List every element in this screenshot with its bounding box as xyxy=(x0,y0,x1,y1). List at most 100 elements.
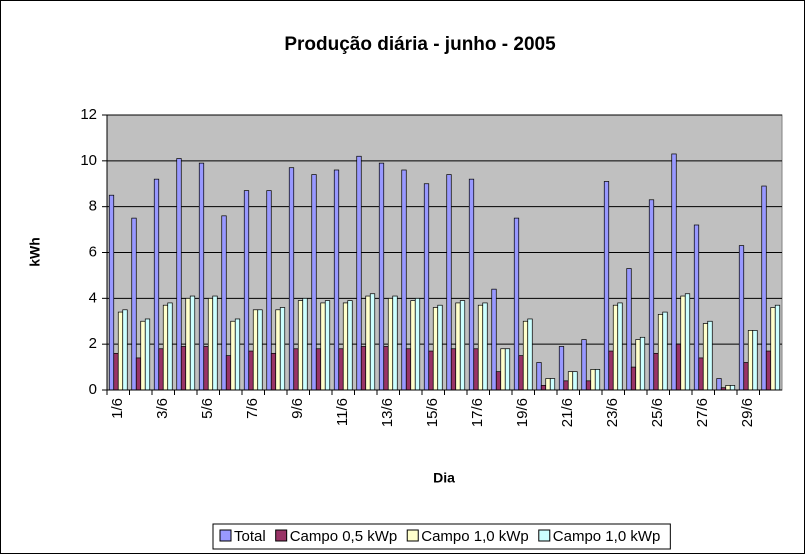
legend-swatch xyxy=(219,529,232,542)
bar xyxy=(770,307,776,391)
bar xyxy=(122,309,128,391)
bar xyxy=(743,362,749,391)
bar xyxy=(383,346,389,391)
bar xyxy=(378,162,385,391)
bar xyxy=(234,318,241,391)
legend-swatch xyxy=(406,529,419,542)
bar xyxy=(392,295,398,391)
bar xyxy=(500,348,506,391)
bar xyxy=(293,348,299,391)
bar xyxy=(446,174,452,391)
bar xyxy=(648,199,655,391)
bar xyxy=(144,318,151,391)
bar xyxy=(279,307,286,391)
y-tick-label: 6 xyxy=(89,243,97,260)
y-tick-label: 8 xyxy=(89,198,97,215)
bar xyxy=(698,357,704,391)
bar xyxy=(297,300,304,391)
bar xyxy=(662,311,668,391)
bar xyxy=(612,304,619,391)
bar xyxy=(266,190,272,391)
x-tick-label: 27/6 xyxy=(694,398,711,427)
bar xyxy=(207,297,214,391)
bar xyxy=(356,155,362,391)
bar xyxy=(432,307,439,391)
x-tick-label: 15/6 xyxy=(424,398,441,427)
y-tick-label: 10 xyxy=(80,152,97,169)
legend-swatch xyxy=(275,529,288,542)
bar xyxy=(270,352,277,391)
bar xyxy=(590,369,596,391)
bar xyxy=(248,350,254,391)
bar xyxy=(581,339,587,391)
bar xyxy=(626,268,632,391)
bar xyxy=(176,158,182,391)
bar xyxy=(315,348,322,391)
bar xyxy=(491,288,497,391)
bar xyxy=(311,174,317,391)
legend-label: Total xyxy=(234,528,266,545)
bar xyxy=(536,362,542,391)
bar xyxy=(342,302,349,391)
legend: Total Campo 0,5 kWp Campo 1,0 kWp Campo 1,0… xyxy=(212,523,671,550)
bar xyxy=(135,357,142,391)
bar xyxy=(198,162,205,391)
y-tick-label: 0 xyxy=(89,381,97,398)
bar xyxy=(729,385,736,391)
x-tick-label: 13/6 xyxy=(379,398,396,427)
x-tick-label: 21/6 xyxy=(559,398,576,427)
bar xyxy=(585,380,592,391)
bar xyxy=(707,320,713,391)
y-axis-label: kWh xyxy=(27,237,43,267)
bar xyxy=(225,355,232,391)
bar xyxy=(545,378,551,391)
bar xyxy=(162,304,169,391)
bar xyxy=(572,371,578,391)
bar xyxy=(221,215,227,391)
bar xyxy=(635,339,641,391)
x-tick-label: 19/6 xyxy=(514,398,531,427)
bar xyxy=(725,385,731,391)
x-tick-label: 7/6 xyxy=(244,398,261,419)
bar xyxy=(347,300,353,391)
bar xyxy=(158,348,164,391)
legend-box xyxy=(212,523,671,550)
bar xyxy=(140,320,146,391)
bar xyxy=(423,183,430,391)
bar xyxy=(477,304,484,391)
bar xyxy=(131,217,137,391)
bar xyxy=(747,330,754,391)
bar xyxy=(617,302,623,391)
x-tick-label: 17/6 xyxy=(469,398,486,427)
x-tick-label: 23/6 xyxy=(604,398,621,427)
bar xyxy=(414,297,421,391)
bar xyxy=(608,350,614,391)
bar xyxy=(360,346,367,391)
bar xyxy=(369,293,376,391)
y-tick-label: 2 xyxy=(89,335,97,352)
legend-swatch xyxy=(538,529,551,542)
bar xyxy=(401,169,407,391)
x-tick-label: 11/6 xyxy=(334,398,351,426)
bar xyxy=(410,300,416,391)
x-tick-label: 29/6 xyxy=(739,398,756,427)
bar xyxy=(594,369,601,391)
x-tick-label: 25/6 xyxy=(649,398,666,427)
bar xyxy=(185,297,191,391)
bar xyxy=(738,245,745,391)
bar xyxy=(774,304,781,391)
bar xyxy=(257,309,263,391)
bar xyxy=(189,295,196,391)
bar xyxy=(455,302,461,391)
bar xyxy=(459,300,466,391)
bar xyxy=(603,181,610,391)
bar xyxy=(675,343,682,391)
bar xyxy=(405,348,412,391)
bar xyxy=(324,300,331,391)
bar xyxy=(752,330,758,391)
bar xyxy=(468,178,475,391)
x-tick-label: 9/6 xyxy=(289,398,306,419)
x-axis-label: Dia xyxy=(433,470,455,486)
bar xyxy=(639,336,646,391)
